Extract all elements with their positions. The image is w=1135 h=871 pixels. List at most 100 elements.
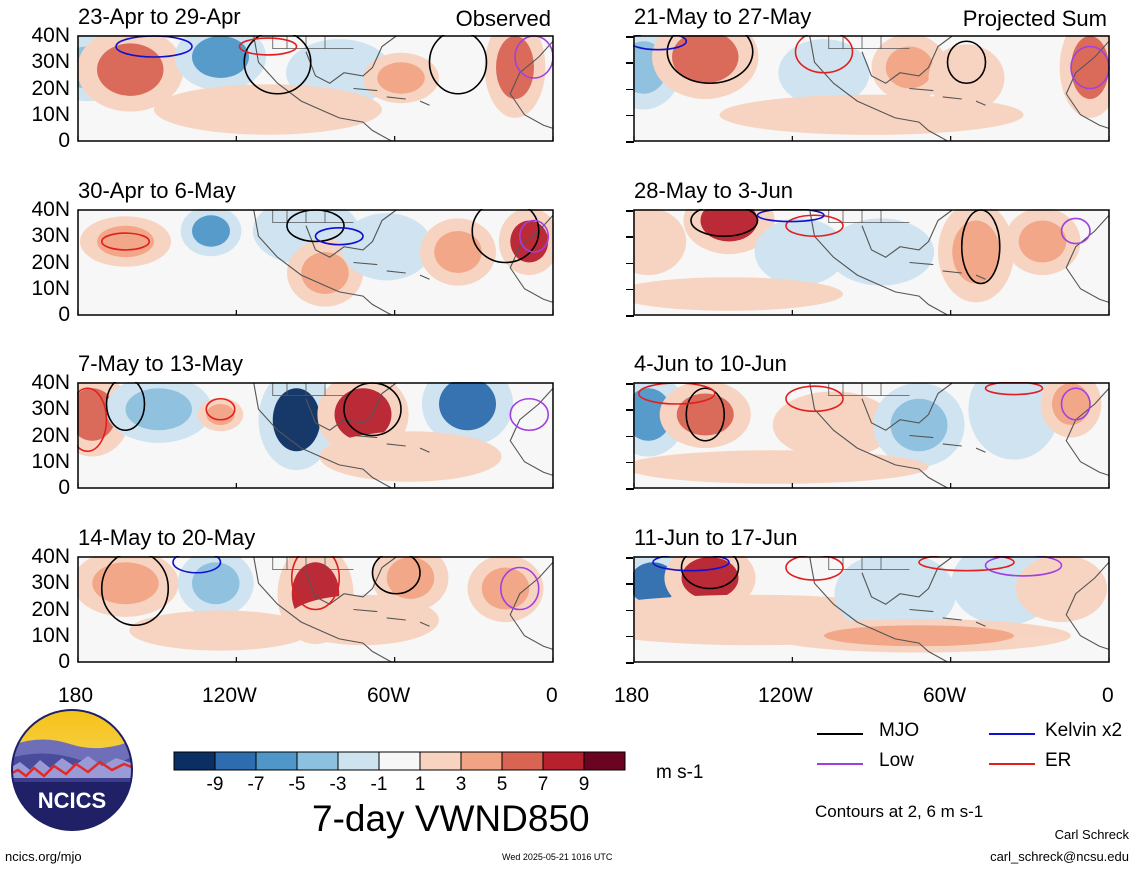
lat-label-1-0: 40N [31,24,70,47]
colorbar-swatch [214,751,257,771]
panel-title-left-2: 30-Apr to 6-May [78,178,236,203]
lat-tick [626,409,634,411]
lat-label-3-1: 30N [31,397,70,421]
ncics-logo-icon: NCICS [11,709,133,831]
lat-label-3-4: 0 [58,476,70,499]
lat-tick [626,635,634,638]
map-panel-left-4 [77,556,554,663]
colorbar-tick-label: 9 [579,774,590,795]
lat-tick [626,583,634,585]
panel-title-right-3: 4-Jun to 10-Jun [634,351,787,376]
lat-tick [626,36,634,38]
lon-label-180-right: 180 [614,684,650,707]
map-panel-right-3 [633,382,1110,489]
logo-text: NCICS [38,788,106,813]
lon-label-120w-right: 120W [758,684,813,707]
lat-tick [626,383,634,385]
panel-tag-left: Observed [455,6,551,31]
lat-label-3-3: 10N [31,449,70,473]
lat-tick [626,609,634,611]
lat-tick [626,461,634,464]
lat-tick [626,262,634,264]
panel-tag-right: Projected Sum [962,6,1107,31]
legend-label-low: Low [879,750,914,771]
footer-email: carl_schreck@ncsu.edu [990,849,1129,864]
colorbar-swatch [255,751,298,771]
lat-tick [626,210,634,212]
map-panel-right-1 [633,35,1110,142]
colorbar-units: m s-1 [656,762,704,783]
legend-label-kelvin: Kelvin x2 [1045,720,1123,741]
ncics-logo: NCICS [10,708,134,832]
lat-tick [626,435,634,437]
colorbar-swatch [419,751,462,771]
colorbar-swatch [378,751,421,771]
legend-line-er [989,763,1035,765]
lon-label-60w-left: 60W [367,684,411,707]
colorbar-tick-label: 1 [415,774,426,795]
colorbar-graphic: -9 -7 -5 -3 -1 1 3 5 7 9 [173,751,626,795]
panel-title-right-2: 28-May to 3-Jun [634,178,793,203]
map-panel-right-2 [633,209,1110,316]
map-panel-right-4 [633,556,1110,663]
colorbar-tick-label: -3 [330,774,347,795]
contour-note: Contours at 2, 6 m s-1 [815,802,984,821]
lat-label-4-2: 20N [31,597,70,621]
colorbar-swatch [460,751,503,771]
lat-label-2-4: 0 [58,303,70,326]
panel-title-left-1: 23-Apr to 29-Apr [78,4,241,29]
lat-label-3-0: 40N [31,371,70,394]
lat-label-1-4: 0 [58,129,70,152]
lat-tick [626,236,634,238]
colorbar-swatch [173,751,216,771]
lat-tick [626,141,634,143]
colorbar-tick-label: -7 [248,774,265,795]
lat-label-4-4: 0 [58,650,70,673]
lat-label-1-2: 20N [31,76,70,100]
colorbar-swatch [542,751,585,771]
lat-label-2-2: 20N [31,250,70,274]
lon-label-180-left: 180 [58,684,94,707]
footer-author: Carl Schreck [1054,827,1129,842]
lat-tick [626,315,634,317]
lat-label-1-3: 10N [31,102,70,126]
colorbar-tick-label: 7 [538,774,549,795]
lat-tick [626,88,634,90]
lat-tick [626,488,634,490]
lat-tick [626,662,634,664]
contour-legend: MJO Kelvin x2 Low ER [815,716,1135,786]
map-panel-left-2 [77,209,554,316]
lat-label-4-3: 10N [31,623,70,647]
panel-title-left-3: 7-May to 13-May [78,351,244,376]
lon-label-120w-left: 120W [202,684,257,707]
colorbar-tick-label: 5 [497,774,508,795]
colorbar: -9 -7 -5 -3 -1 1 3 5 7 9 [172,750,712,800]
lat-tick [626,288,634,291]
lat-label-3-2: 20N [31,423,70,447]
lat-label-2-1: 30N [31,224,70,248]
colorbar-tick-label: -9 [207,774,224,795]
legend-line-kelvin [989,733,1035,735]
colorbar-tick-label: -5 [289,774,306,795]
colorbar-swatch [337,751,380,771]
colorbar-swatch [583,751,626,771]
lat-label-2-0: 40N [31,198,70,221]
lon-label-0-left: 0 [546,684,558,707]
colorbar-swatch [296,751,339,771]
panel-title-right-4: 11-Jun to 17-Jun [634,525,798,550]
lat-tick [626,114,634,117]
lat-tick [626,62,634,64]
map-panel-left-1 [77,35,554,142]
panel-title-right-1: 21-May to 27-May [634,4,812,29]
colorbar-swatch [501,751,544,771]
footer-site: ncics.org/mjo [5,849,82,864]
lat-label-1-1: 30N [31,50,70,74]
legend-label-er: ER [1045,750,1072,771]
legend-label-mjo: MJO [879,720,920,741]
map-panel-left-3 [77,382,554,489]
footer-timestamp: Wed 2025-05-21 1016 UTC [502,852,613,862]
legend-line-low [817,763,863,765]
lat-label-4-0: 40N [31,545,70,568]
colorbar-tick-label: 3 [456,774,467,795]
panel-title-left-4: 14-May to 20-May [78,525,256,550]
